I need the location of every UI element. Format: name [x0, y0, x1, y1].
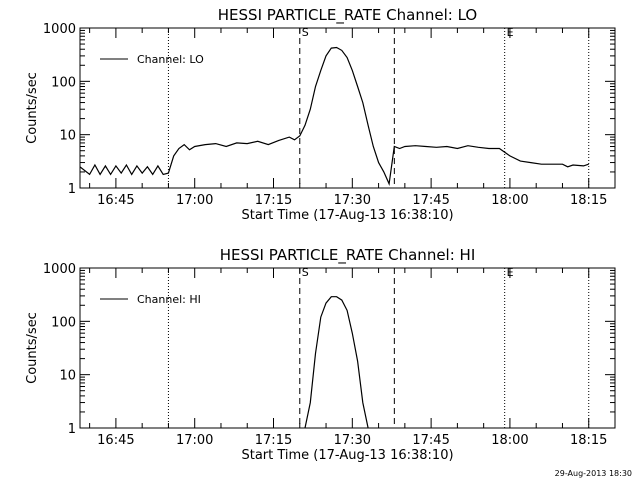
- x-tick-label: 17:30: [334, 193, 371, 208]
- plot-frame: [79, 267, 616, 429]
- marker-label-e: E: [507, 266, 514, 279]
- timestamp: 29-Aug-2013 18:30: [554, 469, 632, 478]
- marker-label-e: E: [507, 26, 514, 39]
- panel-2: HESSI PARTICLE_RATE Channel: HI 1 10 100 100…: [25, 246, 616, 463]
- x-tick-label: 18:15: [570, 433, 607, 448]
- series-line: [304, 296, 369, 428]
- y-tick-label: 100: [51, 315, 76, 330]
- x-tick-label: 17:30: [334, 433, 371, 448]
- marker-label-s: S: [302, 266, 309, 279]
- y-tick-label: 1000: [43, 262, 76, 277]
- chart-title: HESSI PARTICLE_RATE Channel: HI: [220, 246, 476, 265]
- y-axis-label: Counts/sec: [25, 72, 40, 144]
- x-tick-label: 17:45: [412, 433, 449, 448]
- x-tick-label: 16:45: [97, 433, 134, 448]
- y-tick-label: 1: [68, 422, 76, 437]
- y-tick-label: 10: [59, 129, 76, 144]
- x-tick-label: 18:00: [491, 193, 528, 208]
- x-axis-label: Start Time (17-Aug-13 16:38:10): [241, 448, 453, 463]
- plot-frame: [79, 27, 616, 189]
- panel-1: HESSI PARTICLE_RATE Channel: LO 1 10 100 100…: [25, 6, 616, 223]
- x-tick-label: 17:15: [255, 433, 292, 448]
- x-tick-label: 16:45: [97, 193, 134, 208]
- marker-label-s: S: [302, 26, 309, 39]
- x-tick-label: 17:00: [176, 193, 213, 208]
- x-tick-label: 17:00: [176, 433, 213, 448]
- legend-label: Channel: LO: [137, 53, 204, 66]
- y-tick-label: 1: [68, 182, 76, 197]
- y-tick-label: 1000: [43, 22, 76, 37]
- y-axis-label: Counts/sec: [25, 312, 40, 384]
- series-line: [80, 46, 589, 186]
- x-axis-label: Start Time (17-Aug-13 16:38:10): [241, 208, 453, 223]
- y-tick-label: 10: [59, 369, 76, 384]
- x-tick-label: 18:15: [570, 193, 607, 208]
- legend-label: Channel: HI: [137, 293, 201, 306]
- x-tick-label: 17:45: [412, 193, 449, 208]
- x-tick-label: 18:00: [491, 433, 528, 448]
- x-tick-label: 17:15: [255, 193, 292, 208]
- y-tick-label: 100: [51, 75, 76, 90]
- chart-title: HESSI PARTICLE_RATE Channel: LO: [218, 6, 477, 25]
